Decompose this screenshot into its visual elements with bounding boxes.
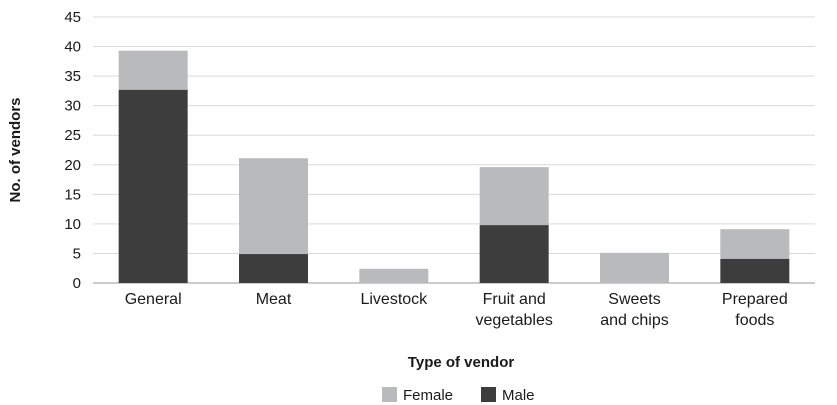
legend-swatch-female bbox=[382, 387, 397, 402]
category-label: General bbox=[125, 291, 182, 308]
category-label: vegetables bbox=[475, 312, 552, 329]
category-label: and chips bbox=[600, 312, 669, 329]
bar-male-3 bbox=[479, 225, 549, 283]
y-tick-label: 30 bbox=[64, 98, 81, 115]
bar-male-5 bbox=[720, 258, 790, 283]
y-tick-label: 10 bbox=[64, 216, 81, 233]
y-tick-label: 15 bbox=[64, 186, 81, 203]
legend-label-female: Female bbox=[403, 387, 453, 404]
y-axis-title: No. of vendors bbox=[7, 97, 24, 202]
bar-female-4 bbox=[600, 252, 669, 283]
category-label: Fruit and bbox=[483, 291, 546, 308]
x-axis-title: Type of vendor bbox=[408, 354, 515, 371]
legend-swatch-male bbox=[481, 387, 496, 402]
bar-male-0 bbox=[118, 89, 188, 283]
category-label: Meat bbox=[256, 291, 292, 308]
category-label: Sweets bbox=[608, 291, 660, 308]
y-tick-label: 5 bbox=[73, 245, 81, 262]
gridlines bbox=[93, 16, 815, 284]
category-label: Livestock bbox=[360, 291, 428, 308]
category-label: Prepared bbox=[722, 291, 788, 308]
y-tick-label: 35 bbox=[64, 68, 81, 85]
bar-female-2 bbox=[359, 268, 429, 283]
y-tick-label: 45 bbox=[64, 9, 81, 26]
legend-label-male: Male bbox=[502, 387, 535, 404]
bar-male-1 bbox=[239, 254, 308, 283]
y-tick-label: 40 bbox=[64, 39, 81, 56]
bar-female-3 bbox=[479, 167, 549, 226]
y-tick-label: 0 bbox=[73, 275, 81, 292]
y-tick-labels: 0 5 10 15 20 25 30 35 40 45 bbox=[64, 9, 81, 292]
bar-female-5 bbox=[720, 229, 790, 259]
category-label: foods bbox=[735, 312, 774, 329]
bars bbox=[118, 50, 790, 283]
y-tick-label: 25 bbox=[64, 127, 81, 144]
y-tick-label: 20 bbox=[64, 157, 81, 174]
legend: Female Male bbox=[382, 387, 535, 404]
bar-female-1 bbox=[239, 158, 308, 255]
bar-female-0 bbox=[118, 50, 188, 90]
category-labels: General Meat Livestock Fruit and vegetables S… bbox=[125, 291, 788, 329]
